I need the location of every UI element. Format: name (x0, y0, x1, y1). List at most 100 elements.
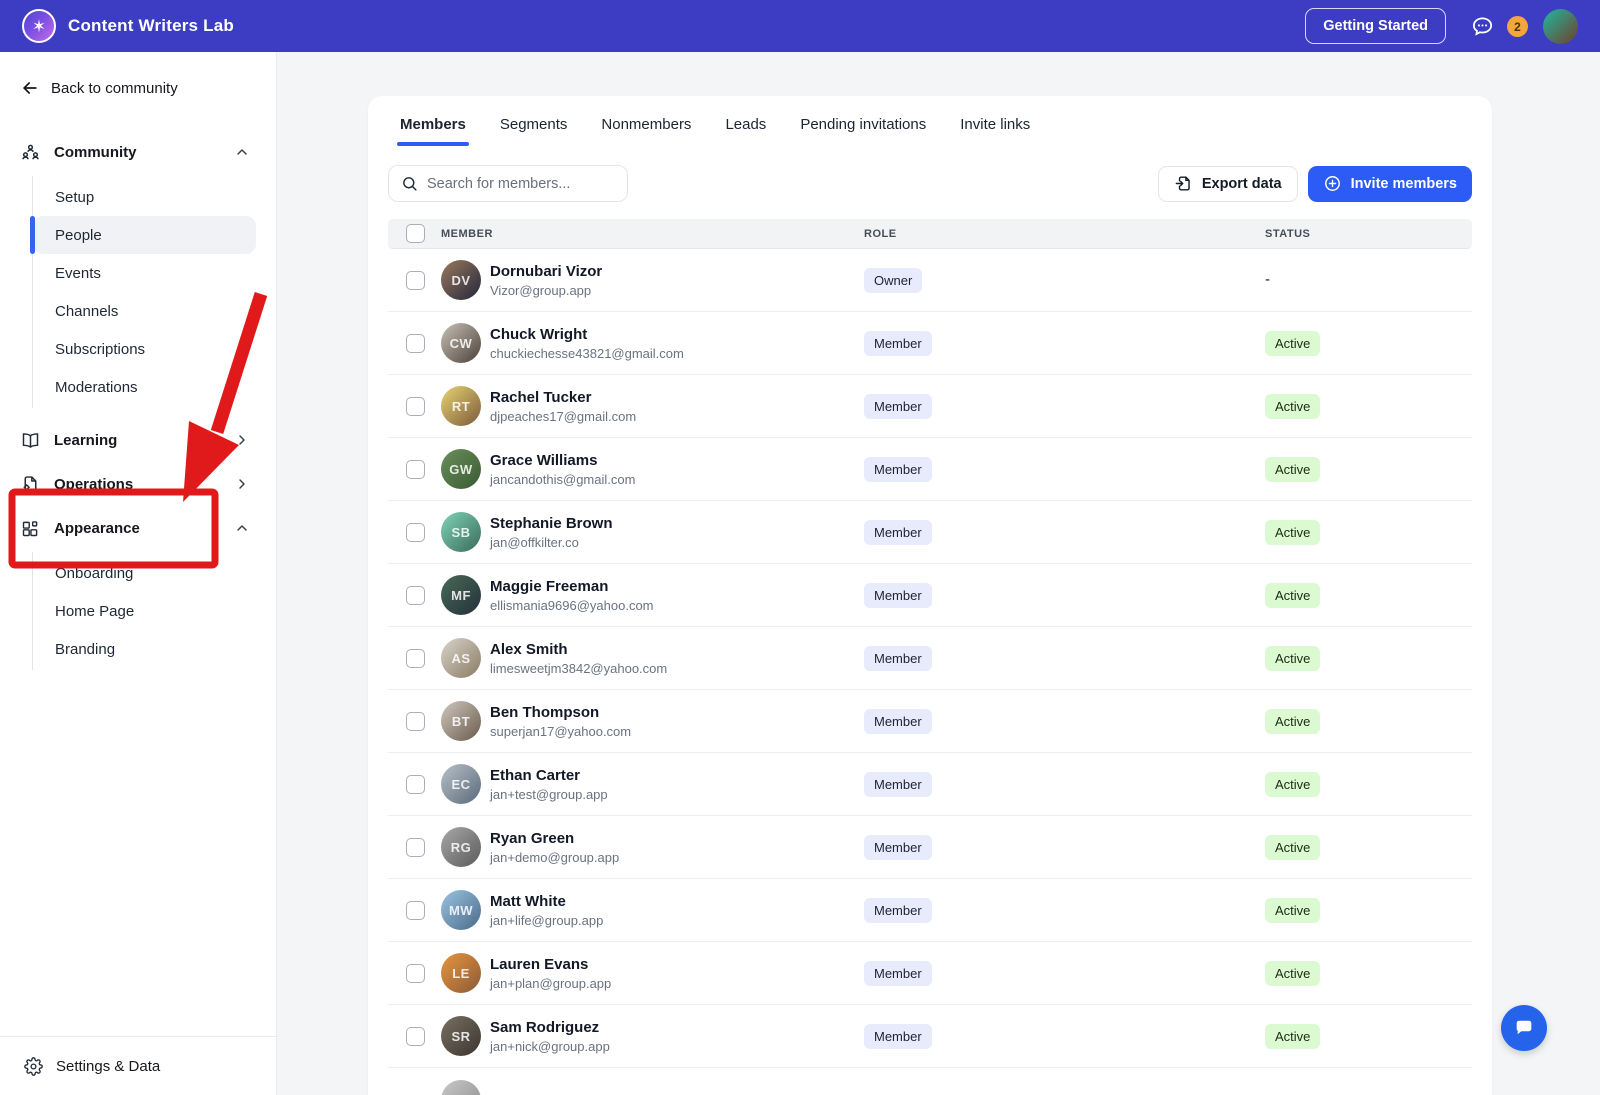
settings-and-data-link[interactable]: Settings & Data (0, 1036, 276, 1095)
chevron-right-icon (234, 476, 250, 492)
tab-nonmembers[interactable]: Nonmembers (601, 116, 691, 146)
sidebar-section-community[interactable]: Community (20, 130, 256, 174)
table-row[interactable]: SR Sam Rodriguez jan+nick@group.app Memb… (388, 1005, 1472, 1068)
table-row[interactable]: BT Ben Thompson superjan17@yahoo.com Mem… (388, 690, 1472, 753)
member-email: jan+life@group.app (490, 912, 604, 928)
tab-pending-invitations[interactable]: Pending invitations (800, 116, 926, 146)
sidebar-item-channels[interactable]: Channels (33, 292, 256, 330)
member-email: jan+plan@group.app (490, 975, 612, 991)
sidebar-item-home-page[interactable]: Home Page (33, 592, 256, 630)
member-name: Ryan Green (490, 829, 575, 847)
status-badge: Active (1265, 897, 1321, 923)
sidebar-item-moderations[interactable]: Moderations (33, 368, 256, 406)
app-title: Content Writers Lab (68, 16, 234, 35)
sidebar-section-learning[interactable]: Learning (20, 418, 256, 462)
table-row-partial (388, 1068, 1472, 1095)
sidebar-item-events[interactable]: Events (33, 254, 256, 292)
row-checkbox[interactable] (406, 333, 425, 353)
sidebar-item-onboarding[interactable]: Onboarding (33, 554, 256, 592)
row-checkbox[interactable] (406, 900, 425, 920)
tab-label: Nonmembers (601, 116, 692, 133)
row-checkbox[interactable] (406, 963, 425, 983)
search-input[interactable] (427, 175, 615, 192)
table-row[interactable]: MF Maggie Freeman ellismania9696@yahoo.c… (388, 564, 1472, 627)
table-row[interactable]: RG Ryan Green jan+demo@group.app Member … (388, 816, 1472, 879)
row-checkbox[interactable] (406, 585, 425, 605)
chat-launcher-button[interactable] (1501, 1005, 1547, 1051)
tab-members[interactable]: Members (397, 116, 469, 146)
export-data-button[interactable]: Export data (1157, 165, 1298, 202)
subitem-label: Branding (55, 640, 116, 658)
operations-label: Operations (54, 475, 134, 493)
row-checkbox[interactable] (406, 774, 425, 794)
subitem-label: Subscriptions (55, 340, 146, 358)
status-badge: Active (1265, 582, 1321, 608)
sidebar-item-subscriptions[interactable]: Subscriptions (33, 330, 256, 368)
row-checkbox[interactable] (406, 648, 425, 668)
select-all-checkbox[interactable] (406, 224, 425, 243)
back-arrow-icon (23, 82, 37, 94)
role-badge: Member (864, 330, 932, 356)
status-badge: Active (1265, 834, 1321, 860)
community-label: Community (54, 143, 137, 161)
table-row[interactable]: SB Stephanie Brown jan@offkilter.co Memb… (388, 501, 1472, 564)
table-row[interactable]: CW Chuck Wright chuckiechesse43821@gmail… (388, 312, 1472, 375)
role-badge: Member (864, 456, 932, 482)
sidebar-section-appearance[interactable]: Appearance (20, 506, 256, 550)
tab-segments[interactable]: Segments (500, 116, 568, 146)
table-row[interactable]: AS Alex Smith limesweetjm3842@yahoo.com … (388, 627, 1472, 690)
tab-label: Invite links (960, 116, 1031, 133)
appearance-subnav: Onboarding Home Page Branding (32, 552, 256, 670)
member-name: Ethan Carter (490, 766, 581, 784)
column-member: MEMBER (441, 227, 493, 240)
row-checkbox[interactable] (406, 1026, 425, 1046)
sidebar-item-people[interactable]: People (30, 216, 256, 254)
invite-members-button[interactable]: Invite members (1307, 165, 1472, 202)
member-email: djpeaches17@gmail.com (490, 408, 637, 424)
table-row[interactable]: LE Lauren Evans jan+plan@group.app Membe… (388, 942, 1472, 1005)
table-row[interactable]: MW Matt White jan+life@group.app Member … (388, 879, 1472, 942)
subitem-label: Moderations (55, 378, 138, 396)
subitem-label: Events (55, 264, 101, 282)
role-badge: Member (864, 645, 932, 671)
table-row[interactable]: EC Ethan Carter jan+test@group.app Membe… (388, 753, 1472, 816)
community-icon (20, 142, 41, 163)
row-checkbox[interactable] (406, 522, 425, 542)
tabs: Members Segments Nonmembers Leads Pendin… (397, 96, 1472, 146)
row-checkbox[interactable] (406, 396, 425, 416)
back-to-community-link[interactable]: Back to community (20, 78, 256, 98)
messages-icon[interactable] (1470, 14, 1495, 39)
settings-label: Settings & Data (56, 1057, 161, 1075)
role-badge: Member (864, 834, 932, 860)
row-checkbox[interactable] (406, 270, 425, 290)
tab-label: Pending invitations (800, 116, 927, 133)
subitem-label: People (55, 226, 102, 244)
chat-bubble-icon (1516, 1020, 1532, 1035)
role-badge: Member (864, 771, 932, 797)
row-checkbox[interactable] (406, 711, 425, 731)
sidebar-section-operations[interactable]: Operations (20, 462, 256, 506)
tab-label: Leads (725, 116, 767, 133)
table-row[interactable]: GW Grace Williams jancandothis@gmail.com… (388, 438, 1472, 501)
member-avatar: EC (441, 764, 481, 804)
row-checkbox[interactable] (406, 459, 425, 479)
status-badge: Active (1265, 771, 1321, 797)
sidebar-item-branding[interactable]: Branding (33, 630, 256, 668)
role-badge: Member (864, 1023, 932, 1049)
member-avatar: RT (441, 386, 481, 426)
table-row[interactable]: DV Dornubari Vizor Vizor@group.app Owner… (388, 249, 1472, 312)
getting-started-button[interactable]: Getting Started (1305, 8, 1446, 44)
table-row[interactable]: RT Rachel Tucker djpeaches17@gmail.com M… (388, 375, 1472, 438)
appearance-icon (20, 518, 41, 539)
role-badge: Owner (864, 267, 923, 293)
member-search[interactable] (388, 165, 628, 202)
search-icon (403, 177, 417, 191)
sidebar-item-setup[interactable]: Setup (33, 178, 256, 216)
user-avatar[interactable] (1543, 8, 1578, 44)
tab-leads[interactable]: Leads (725, 116, 766, 146)
row-checkbox[interactable] (406, 837, 425, 857)
tab-invite-links[interactable]: Invite links (960, 116, 1030, 146)
member-name: Matt White (490, 892, 566, 910)
app-logo-icon[interactable]: ✶ (22, 9, 56, 43)
status-badge: Active (1265, 708, 1321, 734)
